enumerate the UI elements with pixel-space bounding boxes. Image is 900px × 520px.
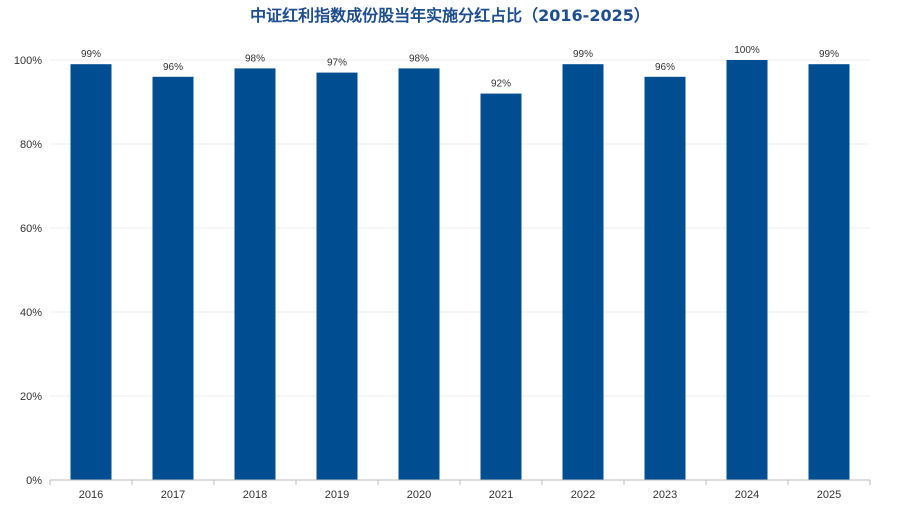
bar [726,60,768,480]
y-tick-label: 100% [14,55,42,67]
x-tick-label: 2016 [79,489,103,501]
bar [808,64,850,480]
x-tick-label: 2022 [571,489,595,501]
bar [644,76,686,481]
bar [152,76,194,481]
data-label: 98% [409,53,429,64]
y-tick-label: 0% [26,475,42,487]
y-axis-ticks: 0% 20% 40% 60% 80% 100% [14,55,42,487]
y-tick-label: 40% [20,307,42,319]
x-tick-label: 2017 [161,489,185,501]
bars [70,60,850,481]
bar [316,72,358,480]
bar [398,68,440,481]
data-label: 92% [491,79,511,90]
data-label: 96% [163,62,183,73]
y-tick-label: 60% [20,223,42,235]
x-tick-label: 2020 [407,489,431,501]
x-tick-label: 2023 [653,489,677,501]
bar [234,68,276,481]
bar [480,93,522,480]
data-label: 99% [573,49,593,60]
y-tick-label: 80% [20,139,42,151]
x-tick-label: 2019 [325,489,349,501]
data-label: 96% [655,62,675,73]
data-labels: 99% 96% 98% 97% 98% 92% 99% 96% 100% 99% [81,45,839,90]
data-label: 99% [81,49,101,60]
x-tick-label: 2024 [735,489,759,501]
data-label: 97% [327,58,347,69]
x-axis: 2016 2017 2018 2019 2020 2021 2022 2023 2024 2025 [49,479,871,501]
bar [562,64,604,480]
bar [70,64,112,480]
x-tick-label: 2018 [243,489,267,501]
y-tick-label: 20% [20,391,42,403]
x-tick-label: 2025 [817,489,841,501]
x-tick-label: 2021 [489,489,513,501]
chart-title: 中证红利指数成份股当年实施分红占比（2016-2025） [250,6,650,25]
data-label: 98% [245,53,265,64]
data-label: 99% [819,49,839,60]
data-label: 100% [734,45,760,56]
